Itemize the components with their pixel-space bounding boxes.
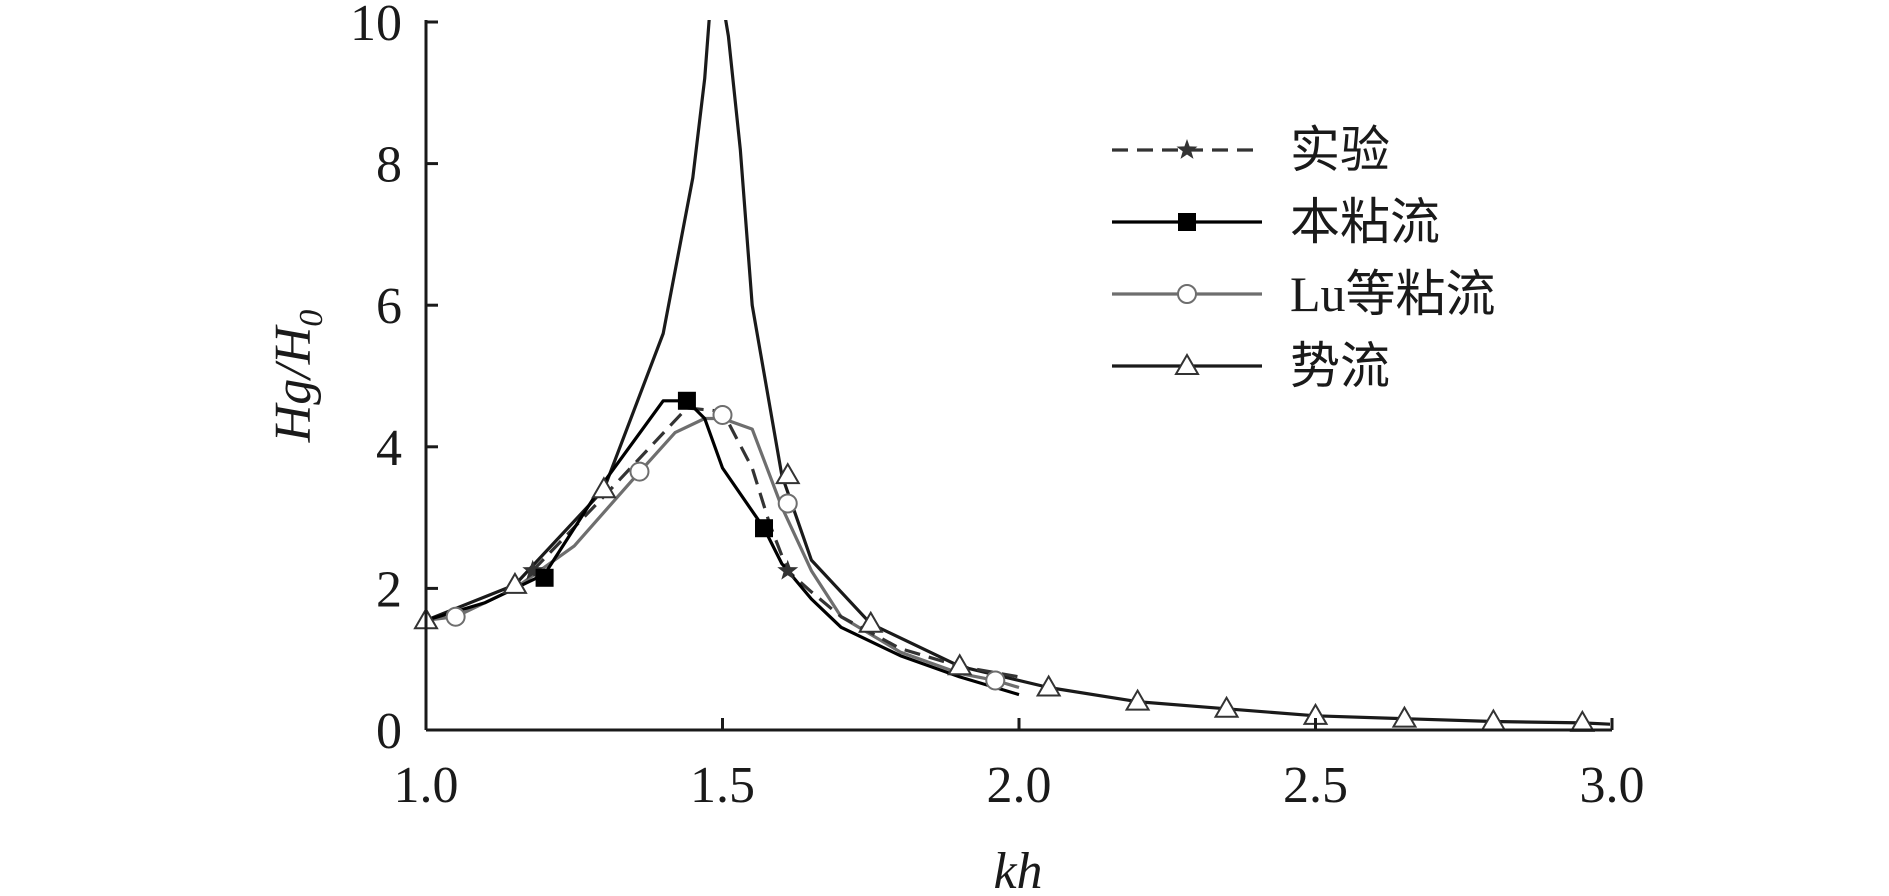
y-axis-title-main: Hg/H [265,324,322,443]
series-4-marker [502,571,528,594]
legend-label: Lu等粘流 [1290,266,1496,322]
series-4-marker [591,476,617,499]
series-1-marker [522,559,544,580]
x-axis-title: kh [993,843,1042,896]
legend-item: 势流 [1112,338,1390,394]
y-axis-title-sub: 0 [293,310,330,327]
series-2-marker [535,568,554,587]
series-3-marker [445,606,466,627]
series-4-marker [774,462,801,485]
y-tick-label: 6 [376,278,402,335]
series-line-1 [531,406,1020,679]
series-2-marker [755,519,774,538]
marker-layer [413,391,1596,732]
x-tick-label: 1.5 [690,757,755,814]
x-tick-label: 1.0 [394,757,459,814]
legend-label: 实验 [1290,122,1390,178]
series-1-marker [777,559,799,580]
y-tick-label: 4 [376,420,402,477]
y-tick-label: 10 [350,0,402,52]
legend-label: 势流 [1290,338,1390,394]
series-4-marker [1124,688,1151,711]
x-ticks: 1.0 1.5 2.0 2.5 3.0 [394,718,1645,814]
series-4-marker [946,653,973,676]
legend-swatch-marker [1176,139,1198,159]
y-tick-label: 2 [376,561,402,618]
legend-item: 本粘流 [1112,194,1440,250]
series-3-marker [629,461,650,482]
series-line-2 [425,399,1020,697]
series-line-4 [425,20,1610,726]
legend-item: Lu等粘流 [1112,266,1496,322]
legend-swatch-marker [1177,284,1197,304]
series-3-marker [712,404,733,425]
legend-label: 本粘流 [1290,194,1440,250]
legend-item: 实验 [1112,122,1390,178]
y-ticks: 0 2 4 6 8 10 [350,0,438,760]
plot-area [413,20,1610,732]
x-tick-label: 2.5 [1283,757,1348,814]
series-line-3 [425,416,1020,690]
series-4-marker [1391,705,1418,728]
series-layer [425,20,1610,726]
y-tick-label: 0 [376,703,402,760]
legend-swatch-marker [1174,353,1200,375]
legend-swatch-marker [1178,213,1196,231]
series-4-marker [1035,674,1062,697]
series-2-marker [677,391,696,410]
y-tick-label: 8 [376,137,402,194]
series-4-marker [858,610,884,633]
x-tick-label: 2.0 [987,757,1052,814]
series-4-marker [1213,695,1240,718]
y-axis-title: Hg/H0 [265,310,330,444]
series-3-marker [985,670,1006,691]
x-tick-label: 3.0 [1580,757,1645,814]
series-3-marker [777,493,798,514]
